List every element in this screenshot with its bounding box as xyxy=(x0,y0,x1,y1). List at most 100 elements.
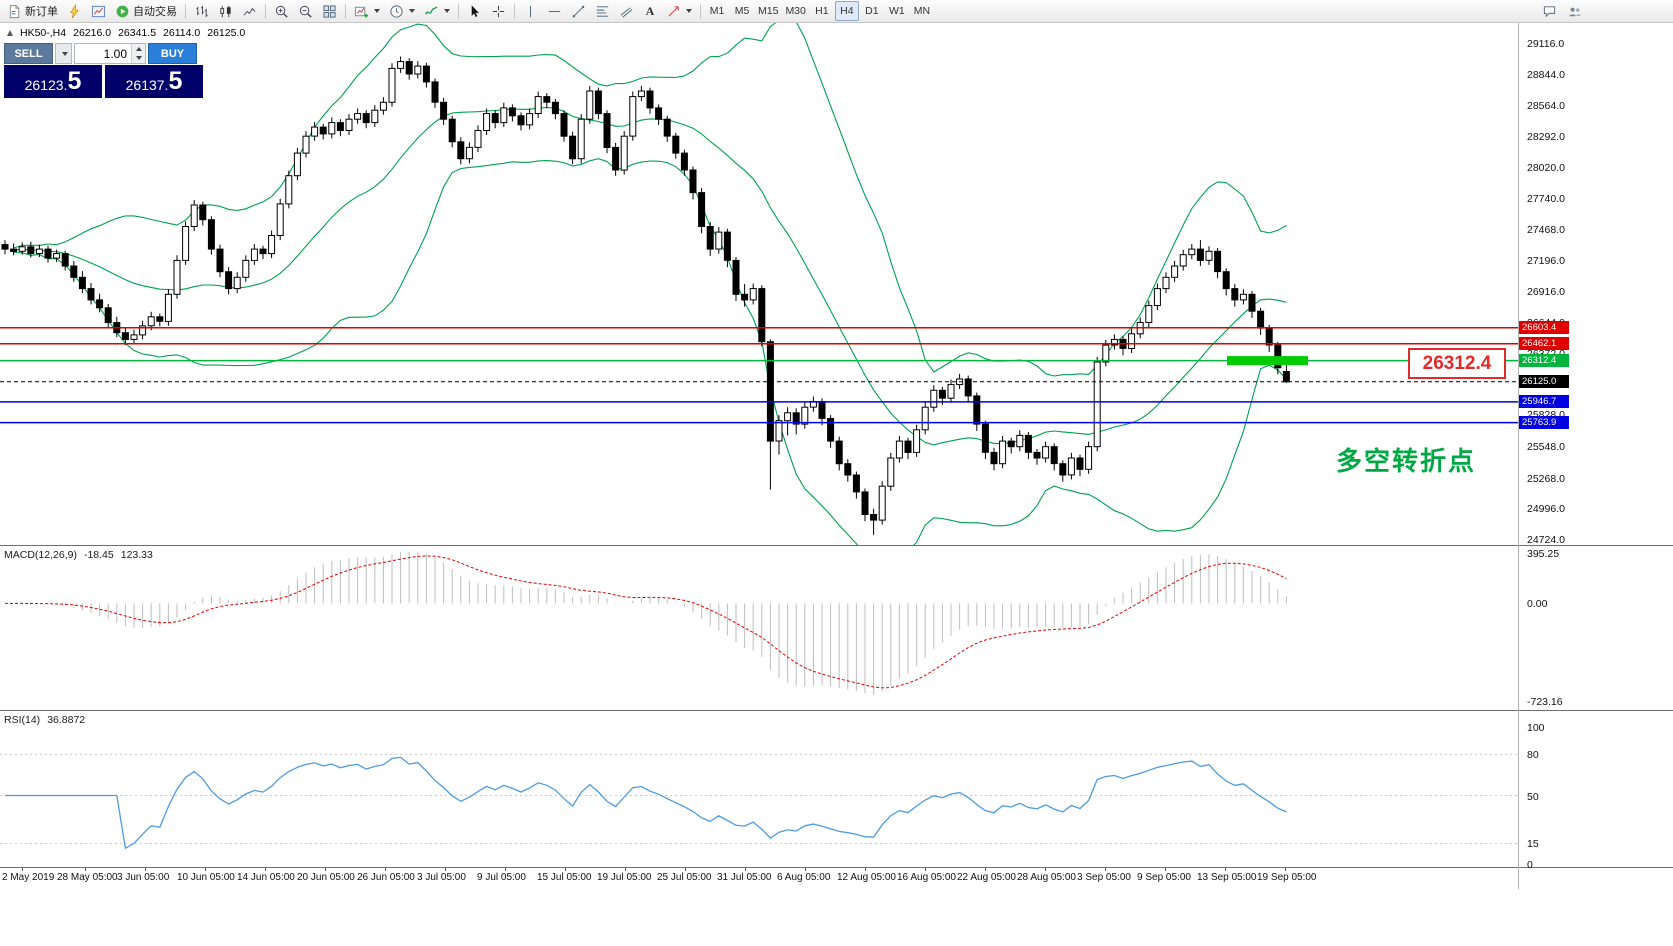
sell-price-display[interactable]: 26123. 5 xyxy=(4,65,102,98)
timeframe-mn-button[interactable]: MN xyxy=(910,1,934,21)
clock-icon xyxy=(390,4,403,18)
price-scale[interactable]: 29116.0 28844.0 28564.0 28292.0 28020.0 27740… xyxy=(1518,0,1673,946)
time-axis[interactable]: 2 May 2019 28 May 05:00 3 Jun 05:00 10 Jun … xyxy=(0,868,1518,889)
time-label: 19 Sep 05:00 xyxy=(1257,872,1317,883)
timeframe-d1-button[interactable]: D1 xyxy=(860,1,884,21)
time-label: 26 Jun 05:00 xyxy=(357,872,415,883)
new-order-button[interactable]: 新订单 xyxy=(3,1,62,21)
volume-up-button[interactable] xyxy=(132,44,145,54)
ohlc-open: 26216.0 xyxy=(73,27,112,39)
text-tool-button[interactable]: A xyxy=(639,1,661,21)
symbol-info-line: HK50-,H4 26216.0 26341.5 26114.0 26125.0 xyxy=(7,27,245,39)
rsi-scale-label: 15 xyxy=(1527,838,1539,851)
price-level-label[interactable]: 25763.9 xyxy=(1519,416,1569,430)
timeframe-group: M1 M5 M15 M30 H1 H4 D1 W1 MN xyxy=(705,1,934,21)
text-tool-icon: A xyxy=(645,3,655,18)
price-level-label[interactable]: 25946.7 xyxy=(1519,395,1569,409)
time-label: 25 Jul 05:00 xyxy=(657,872,712,883)
autotrading-button[interactable]: 自动交易 xyxy=(111,1,181,21)
macd-panel-canvas[interactable] xyxy=(0,546,1518,710)
bar-chart-icon xyxy=(196,5,208,17)
buy-button[interactable]: BUY xyxy=(148,43,197,64)
community-button[interactable] xyxy=(1563,1,1586,21)
panel-separator[interactable] xyxy=(0,867,1673,868)
arrows-tool-button[interactable] xyxy=(662,1,696,21)
volume-input[interactable] xyxy=(75,44,129,63)
new-chart-button[interactable] xyxy=(350,1,384,21)
panel-separator[interactable] xyxy=(0,545,1673,546)
timeframe-w1-button[interactable]: W1 xyxy=(885,1,909,21)
timeframe-m5-button[interactable]: M5 xyxy=(730,1,754,21)
time-tick xyxy=(265,868,266,871)
chat-button[interactable] xyxy=(1538,1,1561,21)
price-chart-canvas[interactable] xyxy=(0,22,1518,545)
crosshair-tool-button[interactable] xyxy=(487,1,510,21)
arrow-tool-icon xyxy=(668,5,679,17)
buy-price-display[interactable]: 26137. 5 xyxy=(105,65,203,98)
macd-label-row: MACD(12,26,9) -18.45 123.33 xyxy=(4,549,153,561)
ohlc-low: 26114.0 xyxy=(163,27,201,39)
timeframe-m15-button[interactable]: M15 xyxy=(755,1,781,21)
time-label: 6 Aug 05:00 xyxy=(777,872,831,883)
time-label: 16 Aug 05:00 xyxy=(897,872,956,883)
highlight-bar[interactable] xyxy=(1227,356,1308,366)
time-tick xyxy=(445,868,446,871)
zoom-out-button[interactable] xyxy=(294,1,317,21)
rsi-scale-label: 80 xyxy=(1527,749,1539,762)
time-label: 2 May 2019 xyxy=(2,872,55,883)
dropdown-caret-icon xyxy=(374,9,380,13)
bar-chart-mode-button[interactable] xyxy=(190,1,213,21)
new-order-icon xyxy=(9,4,20,18)
up-arrow-icon xyxy=(135,46,142,51)
cursor-tool-button[interactable] xyxy=(463,1,486,21)
price-level-label[interactable]: 26603.4 xyxy=(1519,321,1569,335)
fibonacci-tool-button[interactable] xyxy=(591,1,614,21)
annotation-text[interactable]: 多空转折点 xyxy=(1336,446,1477,476)
price-level-label[interactable]: 26125.0 xyxy=(1519,375,1569,389)
panel-separator[interactable] xyxy=(0,710,1673,711)
toolbar-separator xyxy=(345,3,346,19)
order-type-dropdown[interactable] xyxy=(55,43,72,64)
time-tick xyxy=(505,868,506,871)
horizontal-line-tool-button[interactable] xyxy=(543,1,566,21)
price-level-label[interactable]: 26312.4 xyxy=(1519,354,1569,368)
vertical-line-tool-button[interactable] xyxy=(519,1,542,21)
zoom-in-button[interactable] xyxy=(270,1,293,21)
timeframe-m1-button[interactable]: M1 xyxy=(705,1,729,21)
timeframe-h1-button[interactable]: H1 xyxy=(810,1,834,21)
time-label: 9 Jul 05:00 xyxy=(477,872,526,883)
price-tick-label: 27196.0 xyxy=(1527,254,1565,267)
volume-down-button[interactable] xyxy=(132,54,145,64)
buy-price-main: 26137. xyxy=(125,77,169,93)
timeframe-h4-button[interactable]: H4 xyxy=(834,1,859,21)
price-tick-label: 27468.0 xyxy=(1527,224,1565,237)
dropdown-caret-icon xyxy=(61,51,68,56)
market-watch-icon xyxy=(91,5,106,17)
market-watch-button[interactable] xyxy=(87,1,110,21)
candlestick-mode-button[interactable] xyxy=(214,1,237,21)
dropdown-caret-icon xyxy=(444,9,450,13)
lightning-icon xyxy=(70,3,79,18)
indicators-button[interactable] xyxy=(420,1,454,21)
channel-tool-button[interactable] xyxy=(615,1,638,21)
volume-box xyxy=(74,43,146,64)
time-label: 12 Aug 05:00 xyxy=(837,872,896,883)
line-chart-mode-button[interactable] xyxy=(238,1,261,21)
time-tick xyxy=(925,868,926,871)
tile-windows-button[interactable] xyxy=(318,1,341,21)
price-callout-label[interactable]: 26312.4 xyxy=(1408,348,1506,379)
timeframe-period-button[interactable] xyxy=(385,1,419,21)
macd-histogram xyxy=(13,551,1287,695)
horizontal-line-icon xyxy=(548,10,561,12)
quick-trade-button[interactable] xyxy=(63,1,86,21)
sell-button[interactable]: SELL xyxy=(4,43,53,64)
sell-price-main: 26123. xyxy=(24,77,68,93)
time-tick xyxy=(1225,868,1226,871)
price-level-label[interactable]: 26462.1 xyxy=(1519,337,1569,351)
rsi-panel-canvas[interactable] xyxy=(0,711,1518,867)
price-tick-label: 24724.0 xyxy=(1527,534,1565,546)
trendline-tool-button[interactable] xyxy=(567,1,590,21)
timeframe-m30-button[interactable]: M30 xyxy=(782,1,808,21)
macd-label: MACD(12,26,9) xyxy=(4,549,77,561)
